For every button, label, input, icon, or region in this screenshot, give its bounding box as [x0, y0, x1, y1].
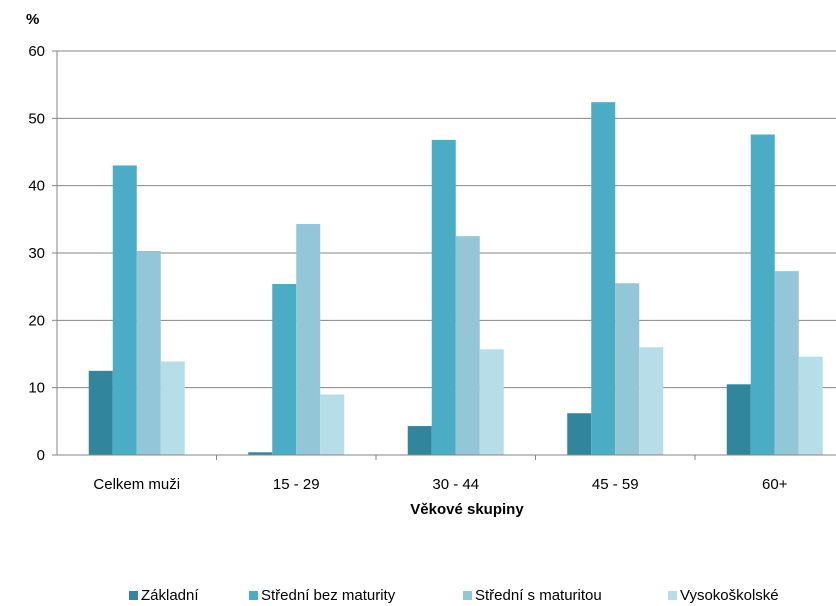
bar [431, 139, 456, 455]
legend-label: Střední s maturitou [475, 587, 602, 604]
bar [248, 452, 273, 455]
bar [479, 349, 504, 455]
x-tick-label: 60+ [762, 476, 788, 493]
y-tick-label: 20 [28, 312, 45, 329]
x-tick-label: 15 - 29 [273, 476, 320, 493]
bar [750, 134, 775, 455]
legend-label: Střední bez maturity [261, 587, 396, 604]
y-tick-label: 50 [28, 110, 45, 127]
bar [591, 102, 616, 455]
bar [639, 347, 664, 455]
bar [112, 165, 137, 455]
bar [774, 271, 799, 455]
bar [726, 384, 751, 455]
y-unit-label: % [26, 11, 39, 28]
legend-label: Základní [141, 587, 199, 604]
x-tick-label: Celkem muži [93, 476, 180, 493]
y-tick-label: 30 [28, 245, 45, 262]
y-tick-labels: 0 10 20 30 40 50 60 [28, 43, 45, 464]
legend-label: Vysokoškolské [680, 587, 779, 604]
y-tick-label: 60 [28, 43, 45, 60]
y-tick-label: 10 [28, 380, 45, 397]
x-axis-title: Věkové skupiny [410, 501, 524, 518]
x-tick-labels: Celkem muži 15 - 29 30 - 44 45 - 59 60+ [93, 455, 788, 493]
legend-swatch [463, 591, 472, 600]
bar [455, 236, 480, 455]
bar [160, 361, 185, 455]
bar [567, 413, 592, 455]
bar [136, 250, 161, 455]
bar [296, 224, 321, 455]
legend-swatch [129, 591, 138, 600]
x-tick-label: 30 - 44 [432, 476, 479, 493]
bar [320, 394, 345, 455]
bar [88, 370, 113, 455]
legend-swatch [249, 591, 258, 600]
legend-swatch [668, 591, 677, 600]
x-tick-label: 45 - 59 [592, 476, 639, 493]
bars [88, 102, 823, 455]
y-tick-label: 0 [37, 447, 45, 464]
legend: Základní Střední bez maturity Střední s ma… [129, 587, 779, 604]
bar [798, 356, 823, 455]
bar [407, 426, 432, 455]
y-tick-label: 40 [28, 178, 45, 195]
bar [615, 283, 640, 455]
bar [272, 283, 297, 455]
